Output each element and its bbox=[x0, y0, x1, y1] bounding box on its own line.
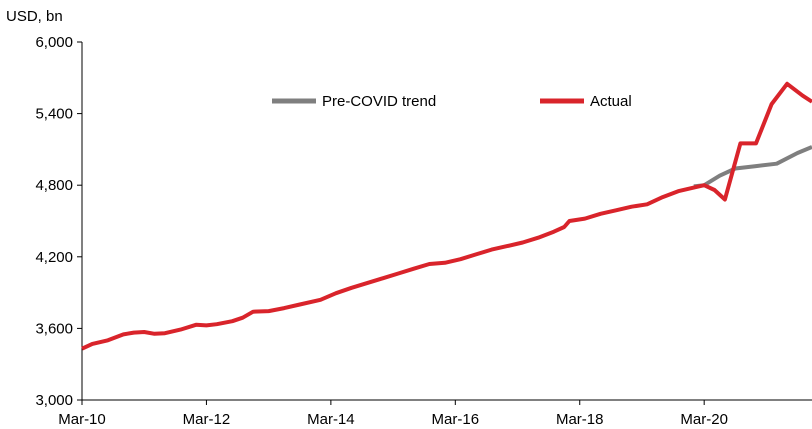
y-tick-label: 3,600 bbox=[35, 320, 73, 337]
x-axis: Mar-10 Mar-12 Mar-14 Mar-16 Mar-18 Mar-20 bbox=[58, 399, 812, 428]
legend-label-actual: Actual bbox=[590, 93, 632, 110]
x-tick-label: Mar-18 bbox=[556, 411, 604, 428]
y-unit-label: USD, bn bbox=[6, 8, 63, 25]
x-tick-label: Mar-12 bbox=[183, 411, 231, 428]
x-tick-label: Mar-10 bbox=[58, 411, 106, 428]
x-tick-label: Mar-14 bbox=[307, 411, 355, 428]
legend-label-pre-covid-trend: Pre-COVID trend bbox=[322, 93, 436, 110]
y-tick-label: 6,000 bbox=[35, 34, 73, 51]
series-group bbox=[81, 81, 812, 351]
series-line-actual bbox=[81, 81, 812, 351]
y-tick-label: 5,400 bbox=[35, 106, 73, 123]
x-tick-label: Mar-20 bbox=[680, 411, 728, 428]
series-line-pre-covid-trend bbox=[693, 145, 812, 189]
y-tick-label: 3,000 bbox=[35, 392, 73, 409]
y-tick-label: 4,200 bbox=[35, 249, 73, 266]
y-axis: 3,000 3,600 4,200 4,800 5,400 6,000 bbox=[35, 34, 83, 409]
legend: Pre-COVID trend Actual bbox=[272, 93, 632, 110]
x-tick-label: Mar-16 bbox=[432, 411, 480, 428]
y-tick-label: 4,800 bbox=[35, 177, 73, 194]
